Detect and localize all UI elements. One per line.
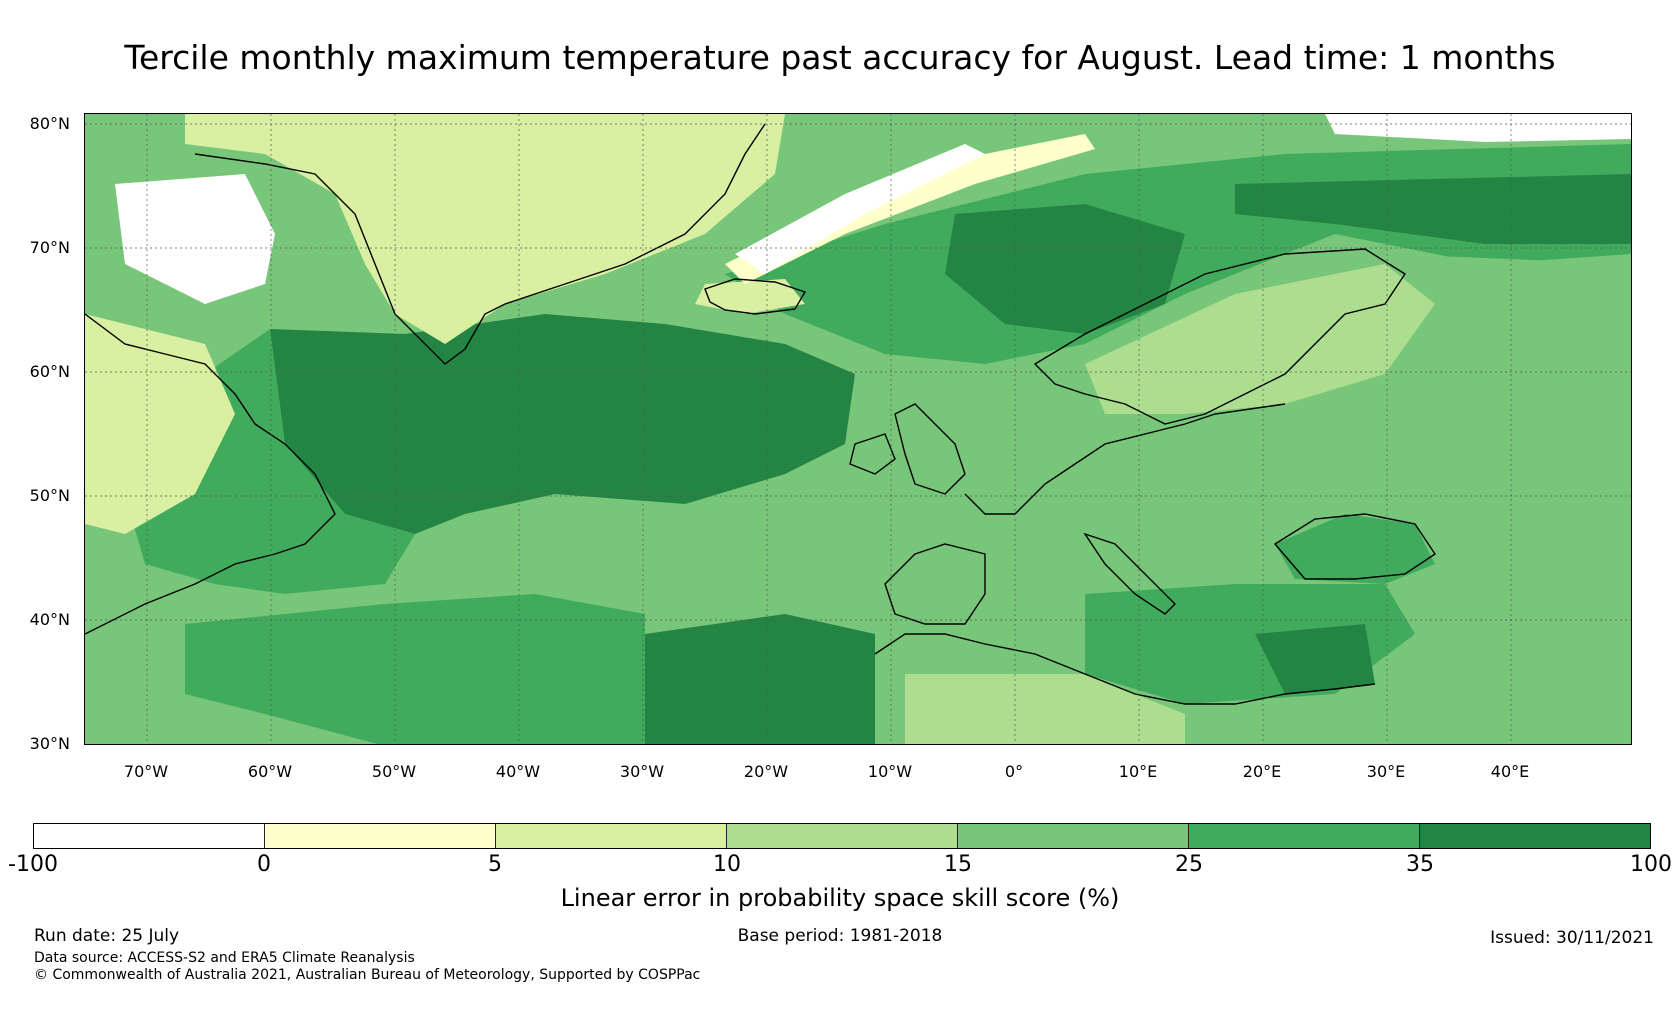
- colorbar-tick: 15: [944, 852, 972, 877]
- italy-coast: [1083, 532, 1176, 615]
- colorbar-tick: 25: [1175, 852, 1203, 877]
- run-date: Run date: 25 July: [34, 926, 180, 946]
- coastlines: [85, 123, 1436, 705]
- skill-region-atlantic-core: [270, 314, 855, 534]
- copyright: © Commonwealth of Australia 2021, Austra…: [34, 967, 701, 983]
- lat-label-80: 80°N: [29, 114, 70, 133]
- colorbar: [33, 823, 1651, 849]
- ireland-coast: [849, 433, 896, 475]
- colorbar-tick: 35: [1406, 852, 1434, 877]
- lon-label-10w: 10°W: [867, 762, 913, 781]
- colorbar-segment-2: [265, 824, 496, 848]
- skill-region-arctic-edge: [725, 134, 1095, 284]
- colorbar-segment-1: [34, 824, 265, 848]
- colorbar-tick: 0: [257, 852, 271, 877]
- colorbar-tick: 10: [713, 852, 741, 877]
- lon-label-70w: 70°W: [123, 762, 169, 781]
- skill-region-greenland: [185, 114, 785, 344]
- skill-region-iceland: [695, 279, 805, 314]
- iberia-coast: [884, 543, 986, 625]
- lon-label-50w: 50°W: [371, 762, 417, 781]
- lat-label-30: 30°N: [29, 734, 70, 753]
- skill-region-negative-svalbard: [1325, 114, 1631, 142]
- lon-label-40w: 40°W: [495, 762, 541, 781]
- africa-coast: [874, 633, 1376, 705]
- colorbar-tick: 5: [488, 852, 502, 877]
- skill-region-sahara: [905, 674, 1185, 744]
- lon-label-60w: 60°W: [247, 762, 293, 781]
- map-canvas: [85, 114, 1631, 744]
- colorbar-segment-3: [496, 824, 727, 848]
- scandinavia-coast: [1033, 248, 1406, 425]
- lat-label-50: 50°N: [29, 486, 70, 505]
- labrador-coast: [85, 313, 336, 635]
- skill-region-barents: [1235, 174, 1631, 244]
- lat-label-60: 60°N: [29, 362, 70, 381]
- lon-label-30e: 30°E: [1366, 762, 1406, 781]
- colorbar-segment-6: [1189, 824, 1420, 848]
- europe-coast: [964, 403, 1286, 515]
- greenland-coast: [194, 123, 766, 365]
- skill-region-negative-baffin: [115, 174, 275, 304]
- colorbar-tick: 100: [1630, 852, 1672, 877]
- iceland-coast: [704, 278, 807, 315]
- lat-label-70: 70°N: [29, 238, 70, 257]
- base-period: Base period: 1981-2018: [737, 926, 943, 946]
- skill-region-norwegian-sea: [945, 204, 1185, 334]
- colorbar-label: Linear error in probability space skill …: [560, 884, 1120, 912]
- lon-label-0: 0°: [1004, 762, 1024, 781]
- skill-region-east-med: [1255, 624, 1375, 694]
- skill-region-scandinavia: [1085, 264, 1435, 414]
- lon-label-30w: 30°W: [619, 762, 665, 781]
- map-title: Tercile monthly maximum temperature past…: [124, 38, 1556, 77]
- colorbar-segment-5: [958, 824, 1189, 848]
- skill-region-subtropical-mid: [185, 594, 645, 744]
- britain-coast: [894, 403, 966, 495]
- skill-region-labrador: [85, 314, 235, 534]
- lat-label-40: 40°N: [29, 610, 70, 629]
- data-source: Data source: ACCESS-S2 and ERA5 Climate …: [34, 950, 415, 966]
- black-sea-coast: [1273, 513, 1436, 580]
- colorbar-segment-4: [727, 824, 958, 848]
- graticule: [85, 114, 1631, 744]
- issued-date: Issued: 30/11/2021: [1490, 928, 1654, 948]
- lon-label-40e: 40°E: [1490, 762, 1530, 781]
- colorbar-segment-7: [1420, 824, 1650, 848]
- lon-label-20w: 20°W: [743, 762, 789, 781]
- skill-region-negative-fram: [735, 144, 985, 274]
- skill-region-subtropical-core: [645, 614, 875, 744]
- skill-score-map: [84, 113, 1632, 745]
- lon-label-20e: 20°E: [1242, 762, 1282, 781]
- lon-label-10e: 10°E: [1118, 762, 1158, 781]
- skill-region-black-sea: [1275, 514, 1435, 584]
- colorbar-tick: -100: [8, 852, 58, 877]
